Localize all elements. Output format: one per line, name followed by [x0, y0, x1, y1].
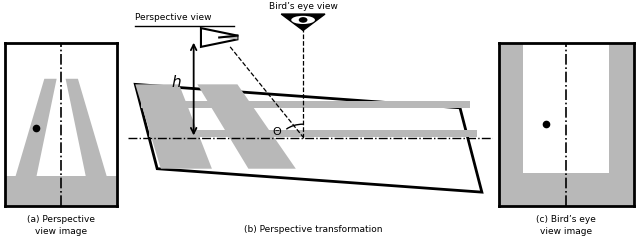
- Bar: [5, 176, 117, 206]
- Text: (b) Perspective transformation: (b) Perspective transformation: [244, 225, 383, 234]
- Polygon shape: [66, 79, 111, 193]
- Polygon shape: [135, 84, 212, 169]
- Text: Perspective view: Perspective view: [135, 13, 212, 22]
- Polygon shape: [197, 84, 296, 169]
- Polygon shape: [281, 14, 325, 30]
- Text: h: h: [172, 75, 181, 90]
- Text: (a) Perspective
view image: (a) Perspective view image: [28, 215, 95, 236]
- Circle shape: [299, 17, 307, 23]
- Bar: [609, 43, 634, 206]
- Bar: [499, 173, 634, 206]
- Text: Bird’s eye view: Bird’s eye view: [269, 1, 337, 11]
- Ellipse shape: [291, 16, 315, 24]
- Polygon shape: [219, 36, 237, 39]
- Polygon shape: [11, 79, 57, 193]
- Text: (c) Bird’s eye
view image: (c) Bird’s eye view image: [536, 215, 596, 236]
- Polygon shape: [141, 101, 470, 108]
- Bar: [499, 43, 524, 206]
- Polygon shape: [149, 130, 477, 137]
- Text: Θ: Θ: [272, 127, 281, 137]
- Polygon shape: [135, 84, 482, 192]
